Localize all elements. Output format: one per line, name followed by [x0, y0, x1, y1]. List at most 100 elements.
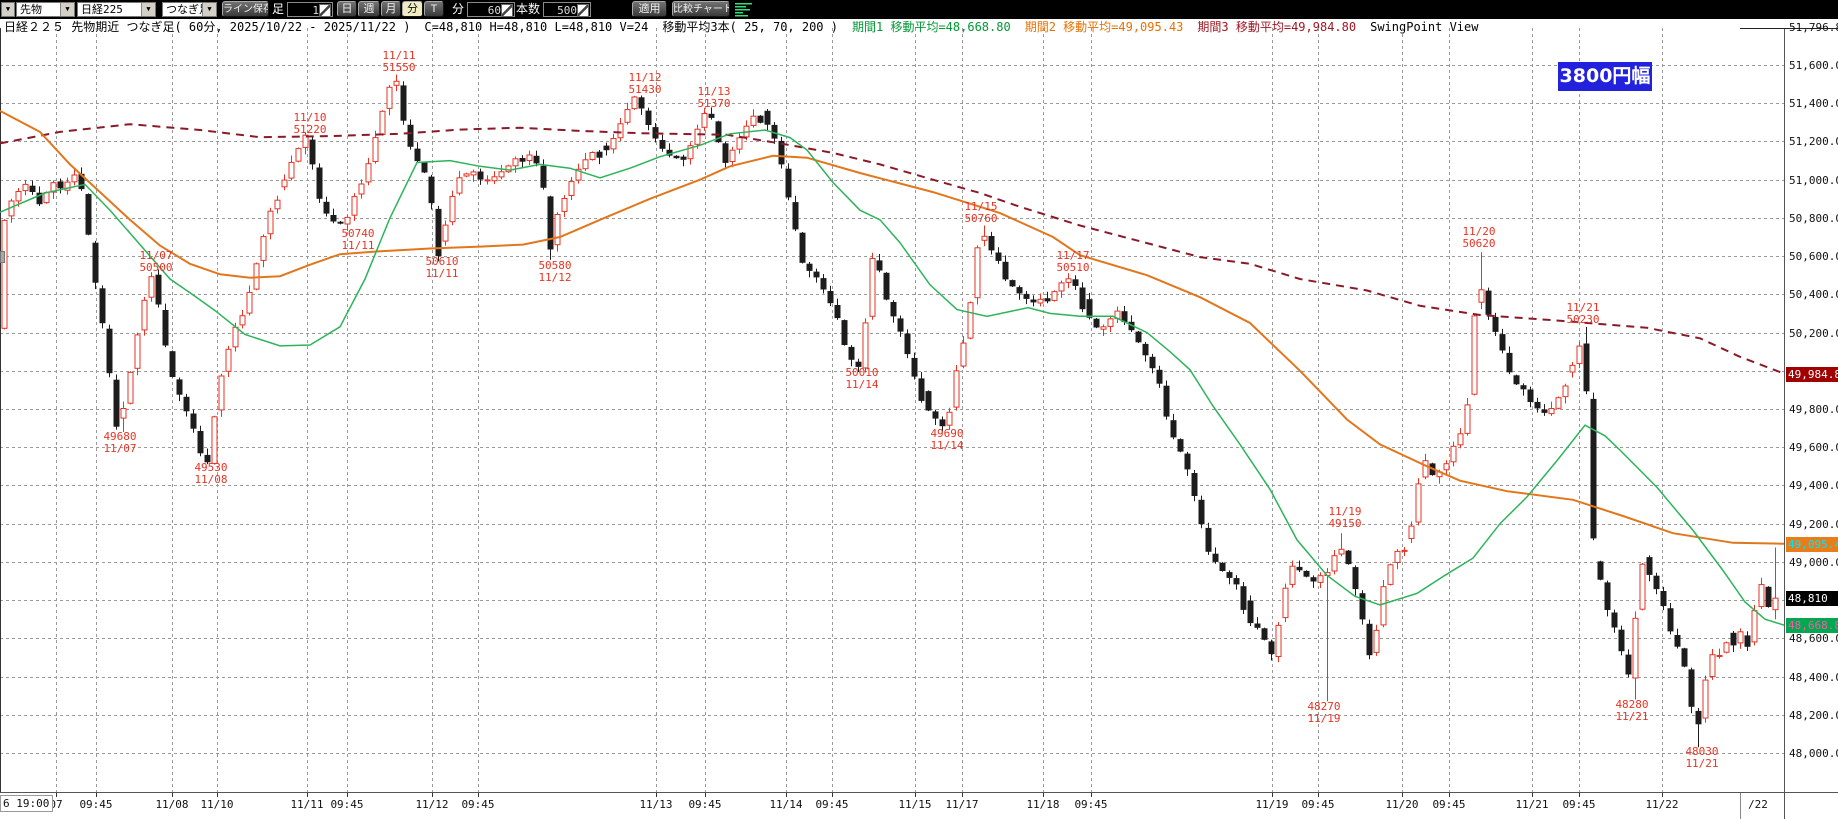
chevron-down-icon: ▼: [141, 3, 155, 16]
minute-label: 分: [452, 2, 465, 16]
time-tick-label: 09:45: [1301, 798, 1335, 811]
time-tick-label: 09:45: [461, 798, 495, 811]
time-tick-label: 11/10: [200, 798, 234, 811]
save-lines-button[interactable]: ライン保存: [222, 1, 269, 17]
bar-count-input[interactable]: 1: [287, 2, 333, 17]
symbol-select[interactable]: 日経225 ▼: [77, 2, 156, 17]
annotation-box[interactable]: 3800円幅: [1558, 62, 1652, 91]
period-week-button[interactable]: 週: [358, 1, 380, 17]
ma2-value: 期間2 移動平均=49,095.43: [1024, 20, 1184, 34]
chevron-down-icon: ▼: [60, 3, 74, 16]
swing-point-label: 11/12 51430: [628, 71, 662, 96]
price-tag: 48,668.80: [1786, 618, 1838, 633]
time-tick-label: 11/14: [769, 798, 803, 811]
ma3-value: 期間3 移動平均=49,984.80: [1197, 20, 1357, 34]
time-tick-label: 09:45: [1074, 798, 1108, 811]
minute-input[interactable]: 60: [467, 2, 515, 17]
time-tick-label: 11/21: [1515, 798, 1549, 811]
price-tick-label: 49,200.00: [1789, 518, 1838, 531]
price-tick-label: 49,800.00: [1789, 403, 1838, 416]
chart-title: 日経２２５ 先物期近 つなぎ足( 60分, 2025/10/22 - 2025/…: [4, 20, 411, 34]
time-tick-label: 11/17: [945, 798, 979, 811]
price-tick-label: 51,200.00: [1789, 135, 1838, 148]
time-tick-label: 11/13: [639, 798, 673, 811]
price-tick-label: 49,400.00: [1789, 479, 1838, 492]
price-tick-label: 48,400.00: [1789, 671, 1838, 684]
price-tick-label: 50,600.00: [1789, 250, 1838, 263]
time-tick-label: 09:45: [1432, 798, 1466, 811]
time-tick-label: 09:45: [1562, 798, 1596, 811]
price-tick-label: 51,400.00: [1789, 97, 1838, 110]
chart-header: 日経２２５ 先物期近 つなぎ足( 60分, 2025/10/22 - 2025/…: [0, 19, 1838, 37]
price-tick-label: 51,600.00: [1789, 59, 1838, 72]
time-tick-label: 09:45: [79, 798, 113, 811]
spinner-icon[interactable]: [319, 4, 331, 17]
indicator-list-icon[interactable]: [733, 1, 755, 18]
apply-button[interactable]: 適用: [632, 1, 667, 17]
chevron-down-icon: ▼: [2, 3, 14, 16]
ohlc-readout: C=48,810 H=48,810 L=48,810 V=24: [424, 20, 649, 34]
period-minute-button[interactable]: 分: [402, 1, 423, 17]
chart-type-select[interactable]: つなぎ足 ▼: [162, 2, 217, 17]
swing-point-label: 11/07 50500: [139, 249, 173, 274]
ma1-value: 期間1 移動平均=48,668.80: [852, 20, 1011, 34]
swing-point-label: 11/10 51220: [293, 111, 327, 136]
price-tag: 49,984.80: [1786, 367, 1838, 382]
price-tick-label: 48,600.00: [1789, 632, 1838, 645]
price-tick-label: 51,000.00: [1789, 174, 1838, 187]
swing-point-label: 50740 11/11: [341, 227, 375, 252]
time-tick-label: 09:45: [330, 798, 364, 811]
spinner-icon[interactable]: [577, 4, 589, 17]
swing-point-label: 48270 11/19: [1307, 700, 1341, 725]
swing-point-label: 50580 11/12: [538, 259, 572, 284]
crosshair-time-box: 6 19:00: [0, 795, 53, 812]
time-axis: [0, 793, 1838, 819]
toolbar: ▼ 先物 ▼ 日経225 ▼ つなぎ足 ▼ ライン保存 足 1 日 週 月 分 …: [0, 0, 1838, 19]
drag-handle[interactable]: [0, 251, 5, 263]
market-select[interactable]: 先物 ▼: [16, 2, 75, 17]
time-tick-label: 11/11: [290, 798, 324, 811]
price-tick-label: 49,000.00: [1789, 556, 1838, 569]
swing-point-label: 48280 11/21: [1615, 698, 1649, 723]
swing-point-label: 49530 11/08: [194, 461, 228, 486]
spinner-icon[interactable]: [501, 4, 513, 17]
time-tick-label: 11/12: [415, 798, 449, 811]
swing-point-label: 11/21 50230: [1566, 301, 1600, 326]
collapse-dropdown[interactable]: ▼: [1, 2, 15, 17]
swing-point-label: 48030 11/21: [1685, 745, 1719, 770]
swing-point-label: 50610 11/11: [425, 255, 459, 280]
swing-point-label: 50010 11/14: [845, 366, 879, 391]
period-day-button[interactable]: 日: [337, 1, 357, 17]
price-tick-label: 49,600.00: [1789, 441, 1838, 454]
bars-count-input[interactable]: 500: [543, 2, 591, 17]
chevron-down-icon: ▼: [202, 3, 216, 16]
time-tick-label: 11/18: [1026, 798, 1060, 811]
compare-chart-button[interactable]: 比較チャート: [672, 1, 730, 17]
ma-settings-label: 移動平均3本( 25, 70, 200 ): [662, 20, 838, 34]
time-tick-label: 11/08: [155, 798, 189, 811]
swing-point-label: 49680 11/07: [103, 430, 137, 455]
swing-point-label: 11/15 50760: [964, 200, 998, 225]
time-tick-label: 11/20: [1385, 798, 1419, 811]
time-tick-label: /22: [1748, 798, 1768, 811]
swing-point-label: 11/20 50620: [1462, 225, 1496, 250]
price-tick-label: 48,200.00: [1789, 709, 1838, 722]
price-tick-label: 51,796.80: [1789, 21, 1838, 34]
bar-label: 足: [272, 2, 285, 16]
swing-point-label: 49690 11/14: [930, 427, 964, 452]
price-tick-label: 48,000.00: [1789, 747, 1838, 760]
time-tick-label: 09:45: [815, 798, 849, 811]
time-tick-label: 11/15: [898, 798, 932, 811]
price-tick-label: 50,400.00: [1789, 288, 1838, 301]
price-tick-label: 50,800.00: [1789, 212, 1838, 225]
swing-point-label: 11/11 51550: [382, 49, 416, 74]
swing-point-label: 11/13 51370: [697, 85, 731, 110]
swing-point-label: 11/19 49150: [1328, 505, 1362, 530]
swingpoint-view-label: SwingPoint View: [1370, 20, 1479, 34]
period-tick-button[interactable]: T: [424, 1, 444, 17]
period-month-button[interactable]: 月: [381, 1, 401, 17]
bars-label: 本数: [516, 2, 541, 16]
swing-point-label: 11/17 50510: [1056, 249, 1090, 274]
